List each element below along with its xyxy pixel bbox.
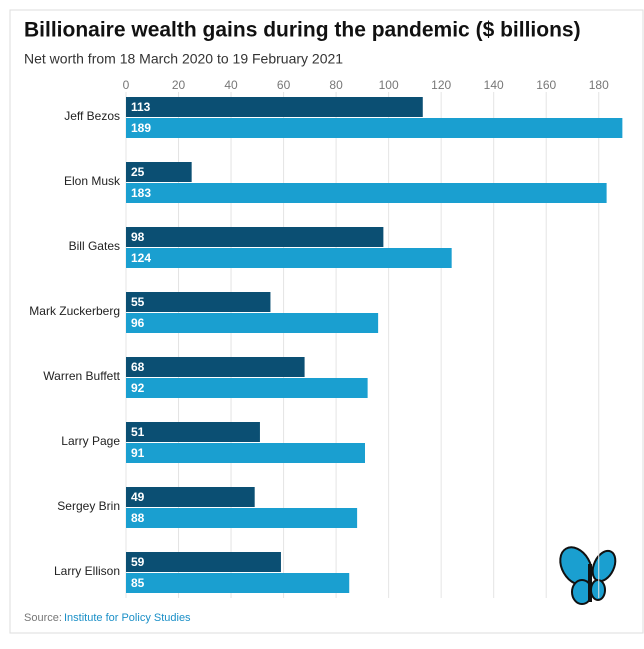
x-tick-label: 180 xyxy=(589,78,609,92)
chart-subtitle: Net worth from 18 March 2020 to 19 Febru… xyxy=(24,51,343,67)
value-label: 113 xyxy=(131,100,151,114)
bar xyxy=(126,183,607,203)
bar xyxy=(126,552,281,572)
value-label: 49 xyxy=(131,490,145,504)
x-tick-label: 160 xyxy=(536,78,556,92)
value-label: 55 xyxy=(131,295,145,309)
bar xyxy=(126,248,452,268)
y-tick-label: Jeff Bezos xyxy=(64,109,120,123)
y-tick-label: Mark Zuckerberg xyxy=(29,304,120,318)
bar xyxy=(126,97,423,117)
y-tick-label: Elon Musk xyxy=(64,174,121,188)
bar xyxy=(126,227,384,247)
bar xyxy=(126,313,379,333)
value-label: 183 xyxy=(131,186,151,200)
source-link[interactable]: Institute for Policy Studies xyxy=(64,612,191,624)
x-tick-label: 0 xyxy=(123,78,130,92)
x-tick-label: 20 xyxy=(172,78,186,92)
bar xyxy=(126,573,350,593)
value-label: 59 xyxy=(131,555,145,569)
value-label: 25 xyxy=(131,165,145,179)
value-label: 98 xyxy=(131,230,145,244)
logo xyxy=(559,546,617,605)
value-label: 51 xyxy=(131,425,145,439)
bar xyxy=(126,508,358,528)
bar xyxy=(126,162,192,182)
bar xyxy=(126,422,260,442)
value-label: 88 xyxy=(131,511,145,525)
x-tick-label: 80 xyxy=(329,78,343,92)
bar xyxy=(126,357,305,377)
bar xyxy=(126,443,365,463)
value-label: 189 xyxy=(131,121,151,135)
x-tick-label: 140 xyxy=(484,78,504,92)
x-tick-label: 40 xyxy=(224,78,238,92)
bar xyxy=(126,378,368,398)
y-tick-label: Larry Page xyxy=(61,434,120,448)
bar xyxy=(126,118,623,138)
bar xyxy=(126,487,255,507)
value-label: 124 xyxy=(131,251,151,265)
y-tick-label: Warren Buffett xyxy=(43,369,120,383)
value-label: 68 xyxy=(131,360,145,374)
bar xyxy=(126,292,271,312)
value-label: 96 xyxy=(131,316,145,330)
x-tick-label: 100 xyxy=(379,78,399,92)
value-label: 92 xyxy=(131,381,145,395)
y-tick-label: Larry Ellison xyxy=(54,564,120,578)
x-tick-label: 60 xyxy=(277,78,291,92)
y-tick-label: Sergey Brin xyxy=(57,499,120,513)
source-label: Source: xyxy=(24,612,62,624)
y-tick-label: Bill Gates xyxy=(69,239,120,253)
x-tick-label: 120 xyxy=(431,78,451,92)
value-label: 85 xyxy=(131,576,145,590)
chart-title: Billionaire wealth gains during the pand… xyxy=(24,19,581,42)
value-label: 91 xyxy=(131,446,145,460)
